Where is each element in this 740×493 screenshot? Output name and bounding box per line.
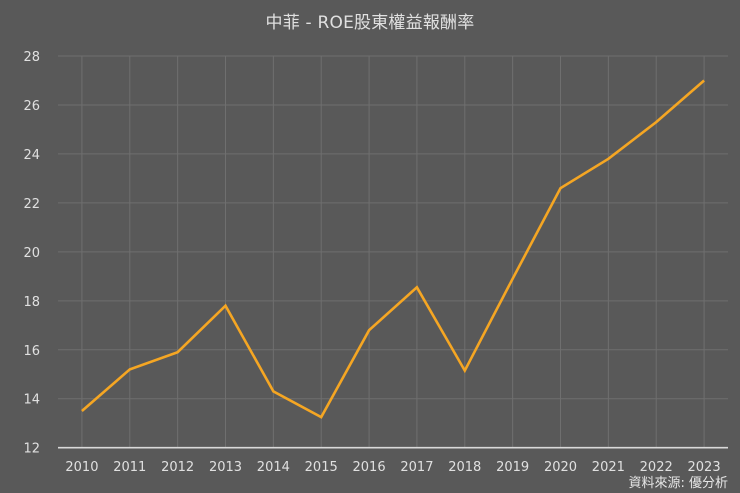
series-line-roe xyxy=(81,79,705,419)
x-axis-tick-labels: 2010 2011 2012 2013 2014 2015 2016 2017 2018 2019… xyxy=(65,460,720,475)
x-tick-label: 2023 xyxy=(688,460,721,475)
x-tick-label: 2017 xyxy=(400,460,433,475)
x-tick-label: 2018 xyxy=(448,460,481,475)
x-tick-label: 2015 xyxy=(305,460,338,475)
x-tick-label: 2011 xyxy=(113,460,146,475)
x-tick-label: 2020 xyxy=(544,460,577,475)
horizontal-gridlines xyxy=(58,55,728,400)
x-tick-label: 2019 xyxy=(496,460,529,475)
x-tick-label: 2014 xyxy=(257,460,290,475)
y-tick-label: 24 xyxy=(23,148,40,163)
x-tick-label: 2010 xyxy=(65,460,98,475)
chart-title: 中菲 - ROE股東權益報酬率 xyxy=(265,13,475,33)
x-tick-label: 2016 xyxy=(353,460,386,475)
y-tick-label: 16 xyxy=(23,344,40,359)
y-tick-label: 28 xyxy=(23,50,40,65)
y-tick-label: 12 xyxy=(23,442,40,457)
x-tick-label: 2013 xyxy=(209,460,242,475)
x-tick-label: 2021 xyxy=(592,460,625,475)
y-tick-label: 14 xyxy=(23,393,40,408)
y-tick-label: 26 xyxy=(23,99,40,114)
y-tick-label: 22 xyxy=(23,197,40,212)
y-tick-label: 18 xyxy=(23,295,40,310)
x-tick-label: 2012 xyxy=(161,460,194,475)
y-axis-tick-labels: 12 14 16 18 20 22 24 26 28 xyxy=(23,50,40,457)
y-tick-label: 20 xyxy=(23,246,40,261)
x-tick-label: 2022 xyxy=(640,460,673,475)
source-note: 資料來源: 優分析 xyxy=(628,476,728,491)
data-series xyxy=(81,79,705,419)
